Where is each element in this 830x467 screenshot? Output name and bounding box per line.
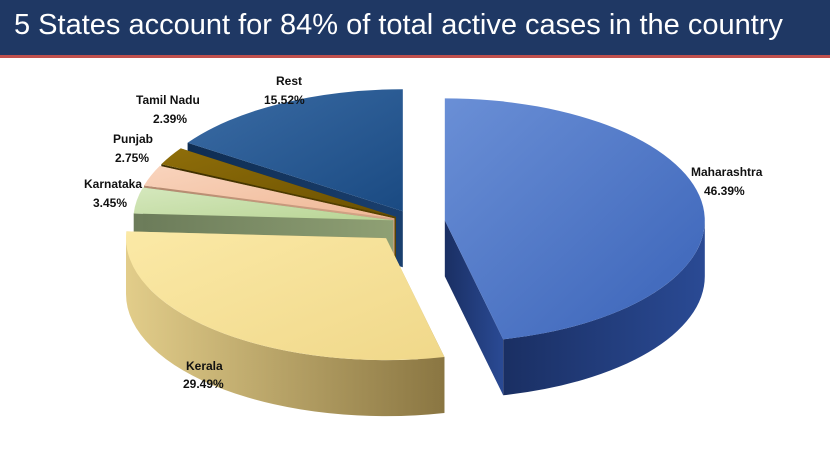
slice-side-maharashtra-0 bbox=[503, 220, 705, 396]
slice-value-maharashtra: 46.39% bbox=[704, 184, 745, 198]
slice-value-tamil-nadu: 2.39% bbox=[153, 112, 187, 126]
slice-top-maharashtra bbox=[444, 98, 705, 340]
pie-chart: Maharashtra 46.39% Kerala 29.49% Karnata… bbox=[84, 74, 763, 417]
slice-wall-maharashtra-1 bbox=[444, 220, 504, 396]
slice-label-punjab: Punjab bbox=[113, 132, 153, 146]
slice-maharashtra bbox=[444, 98, 705, 396]
slice-top-rest bbox=[187, 89, 403, 212]
slice-label-tamil-nadu: Tamil Nadu bbox=[136, 93, 200, 107]
slice-label-karnataka: Karnataka bbox=[84, 177, 142, 191]
slice-kerala bbox=[126, 231, 445, 417]
slice-value-punjab: 2.75% bbox=[115, 151, 149, 165]
slice-top-kerala bbox=[126, 231, 445, 361]
slice-side-kerala-0 bbox=[126, 238, 445, 417]
slice-top-tamil-nadu bbox=[161, 148, 396, 217]
slice-top-punjab bbox=[144, 165, 395, 219]
title-bar: 5 States account for 84% of total active… bbox=[0, 0, 830, 58]
slice-value-karnataka: 3.45% bbox=[93, 196, 127, 210]
slice-label-maharashtra: Maharashtra bbox=[691, 165, 763, 179]
slice-label-kerala: Kerala bbox=[186, 359, 223, 373]
slice-value-kerala: 29.49% bbox=[183, 377, 224, 391]
page-title: 5 States account for 84% of total active… bbox=[14, 9, 783, 41]
slice-value-rest: 15.52% bbox=[264, 93, 305, 107]
slice-label-rest: Rest bbox=[276, 74, 302, 88]
slice-top-karnataka bbox=[133, 187, 394, 221]
